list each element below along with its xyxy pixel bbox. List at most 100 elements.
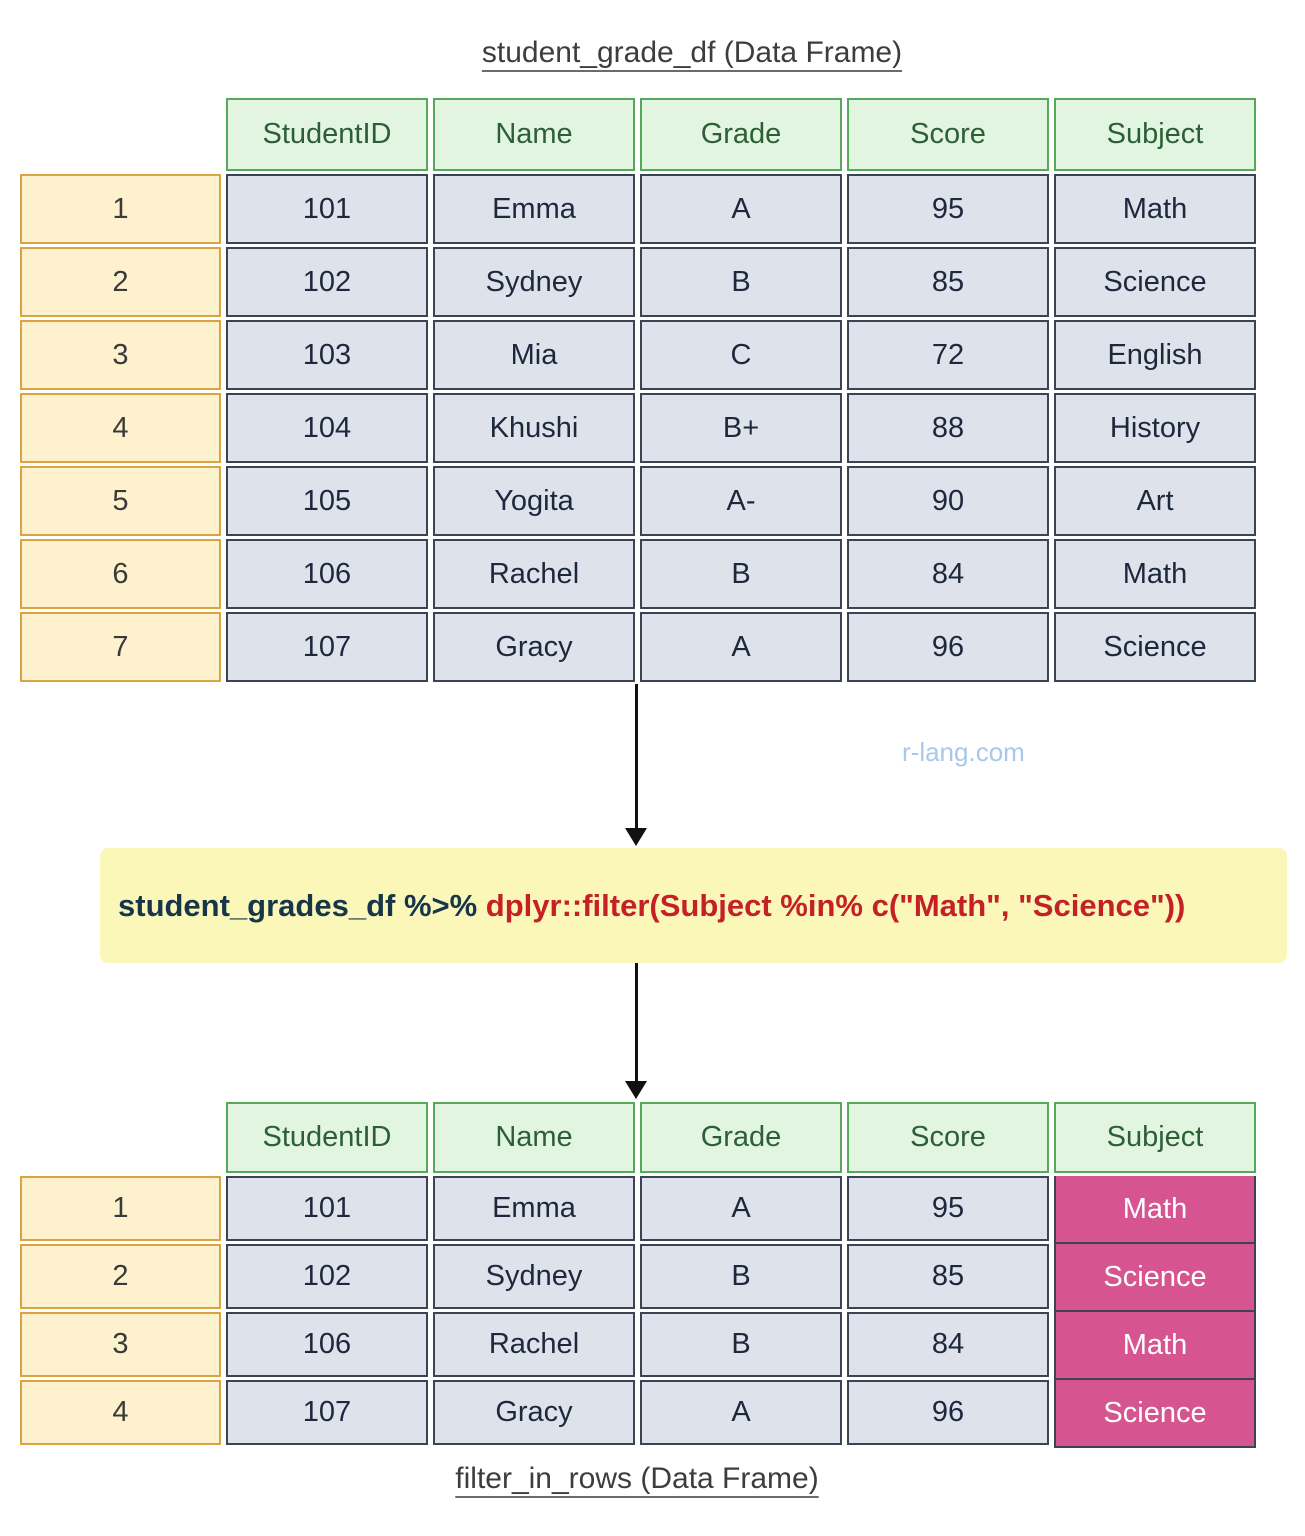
data-cell: Mia (433, 320, 635, 390)
table-column-studentid: StudentID 101 102 103 104 105 106 107 (226, 98, 428, 682)
table-column-grade: Grade A B C B+ A- B A (640, 98, 842, 682)
table-column-name: Name Emma Sydney Mia Khushi Yogita Rachel Gracy (433, 98, 635, 682)
table-column-subject: Subject Math Science Math Science (1054, 1102, 1256, 1448)
data-cell: B (640, 1312, 842, 1377)
data-cell: 96 (847, 1380, 1049, 1445)
data-cell: Gracy (433, 1380, 635, 1445)
data-cell: 84 (847, 539, 1049, 609)
data-cell: Rachel (433, 1312, 635, 1377)
data-cell: Yogita (433, 466, 635, 536)
data-cell: Science (1054, 247, 1256, 317)
code-pipeline-text: student_grades_df %>% (118, 887, 486, 923)
highlighted-cell: Science (1054, 1380, 1256, 1448)
row-index-cell: 4 (20, 1380, 221, 1445)
column-header: Grade (640, 1102, 842, 1173)
row-index-cell: 1 (20, 1176, 221, 1241)
data-cell: 101 (226, 174, 428, 244)
code-filter-call-text: dplyr::filter(Subject %in% c("Math", "Sc… (485, 887, 1186, 923)
data-cell: A (640, 174, 842, 244)
data-cell: B+ (640, 393, 842, 463)
data-cell: 84 (847, 1312, 1049, 1377)
data-cell: 107 (226, 612, 428, 682)
data-cell: 85 (847, 1244, 1049, 1309)
column-header: StudentID (226, 1102, 428, 1173)
data-cell: A- (640, 466, 842, 536)
column-header: Subject (1054, 98, 1256, 171)
data-cell: Science (1054, 612, 1256, 682)
data-cell: 104 (226, 393, 428, 463)
data-cell: English (1054, 320, 1256, 390)
data-cell: Rachel (433, 539, 635, 609)
data-cell: 95 (847, 174, 1049, 244)
data-cell: 90 (847, 466, 1049, 536)
data-cell: Emma (433, 1176, 635, 1241)
column-header: Name (433, 1102, 635, 1173)
data-cell: B (640, 1244, 842, 1309)
data-cell: C (640, 320, 842, 390)
table-column-score: Score 95 85 72 88 90 84 96 (847, 98, 1049, 682)
highlighted-cell: Science (1054, 1244, 1256, 1312)
highlighted-cell: Math (1054, 1176, 1256, 1244)
arrow-line (635, 684, 638, 829)
data-cell: 106 (226, 1312, 428, 1377)
highlighted-cell: Math (1054, 1312, 1256, 1380)
table-column-studentid: StudentID 101 102 106 107 (226, 1102, 428, 1445)
data-cell: Khushi (433, 393, 635, 463)
table-column-score: Score 95 85 84 96 (847, 1102, 1049, 1445)
column-header: StudentID (226, 98, 428, 171)
table-column-name: Name Emma Sydney Rachel Gracy (433, 1102, 635, 1445)
data-cell: 101 (226, 1176, 428, 1241)
source-table-title: student_grade_df (Data Frame) (481, 36, 903, 69)
data-cell: 107 (226, 1380, 428, 1445)
column-header: Subject (1054, 1102, 1256, 1173)
arrow-head-icon (625, 828, 647, 846)
column-header: Score (847, 98, 1049, 171)
data-cell: 85 (847, 247, 1049, 317)
table-column-grade: Grade A B B A (640, 1102, 842, 1445)
row-index-cell: 6 (20, 539, 221, 609)
data-cell: 106 (226, 539, 428, 609)
result-dataframe-table: 1 2 3 4 StudentID 101 102 106 107 Name Emma Sydney R… (20, 1102, 1256, 1448)
data-cell: 72 (847, 320, 1049, 390)
data-cell: A (640, 612, 842, 682)
data-cell: History (1054, 393, 1256, 463)
row-index-cell: 3 (20, 1312, 221, 1377)
result-table-title: filter_in_rows (Data Frame) (455, 1462, 819, 1495)
data-cell: 102 (226, 1244, 428, 1309)
arrow-head-icon (625, 1081, 647, 1099)
column-header: Grade (640, 98, 842, 171)
row-index-cell: 2 (20, 247, 221, 317)
data-cell: Math (1054, 174, 1256, 244)
column-header: Name (433, 98, 635, 171)
arrow-line (635, 963, 638, 1082)
data-cell: Gracy (433, 612, 635, 682)
data-cell: 95 (847, 1176, 1049, 1241)
data-cell: 102 (226, 247, 428, 317)
data-cell: A (640, 1176, 842, 1241)
data-cell: Sydney (433, 247, 635, 317)
data-cell: Art (1054, 466, 1256, 536)
data-cell: Emma (433, 174, 635, 244)
data-cell: B (640, 247, 842, 317)
data-cell: 88 (847, 393, 1049, 463)
source-dataframe-table: 1 2 3 4 5 6 7 StudentID 101 102 103 104 105 106 107 Nam… (20, 98, 1256, 682)
row-index-cell: 1 (20, 174, 221, 244)
table-column-subject: Subject Math Science English History Art Math S… (1054, 98, 1256, 682)
row-index-cell: 4 (20, 393, 221, 463)
code-box: student_grades_df %>% dplyr::filter(Subj… (100, 848, 1287, 963)
column-header: Score (847, 1102, 1049, 1173)
row-index-cell: 5 (20, 466, 221, 536)
data-cell: B (640, 539, 842, 609)
data-cell: Sydney (433, 1244, 635, 1309)
row-index-cell: 7 (20, 612, 221, 682)
watermark: r-lang.com (902, 737, 1025, 767)
data-cell: 96 (847, 612, 1049, 682)
data-cell: Math (1054, 539, 1256, 609)
row-index-cell: 3 (20, 320, 221, 390)
data-cell: 105 (226, 466, 428, 536)
row-index-cell: 2 (20, 1244, 221, 1309)
data-cell: 103 (226, 320, 428, 390)
